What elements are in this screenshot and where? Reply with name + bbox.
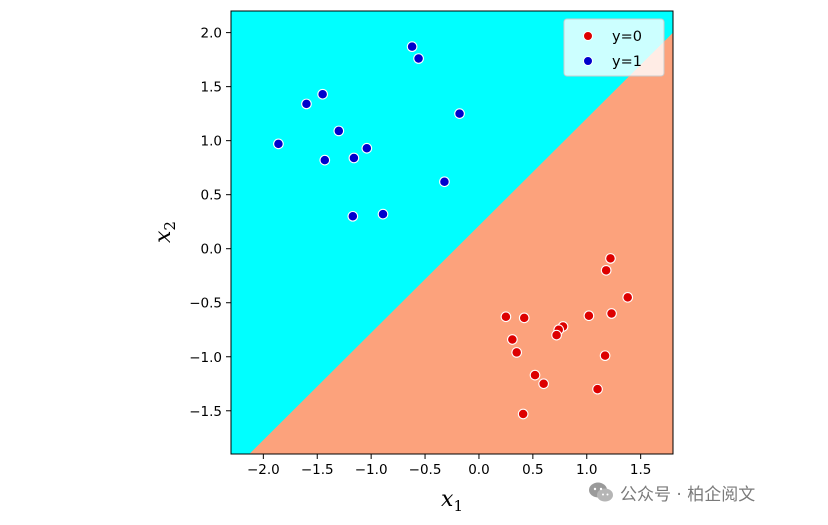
point-y0 bbox=[507, 334, 518, 345]
point-y0 bbox=[606, 308, 617, 319]
point-y1 bbox=[413, 53, 424, 64]
y-axis-label: x2 bbox=[151, 221, 179, 243]
class-0-region bbox=[249, 32, 673, 454]
x-tick-label: 1.0 bbox=[576, 462, 597, 478]
x-tick-label: −1.0 bbox=[355, 462, 388, 478]
wechat-icon bbox=[589, 482, 613, 502]
x-tick-label: 0.5 bbox=[522, 462, 543, 478]
point-y0 bbox=[538, 378, 549, 390]
y-tick-label: 1.0 bbox=[201, 134, 222, 150]
data-points bbox=[273, 41, 634, 420]
x-axis-label: x1 bbox=[441, 487, 463, 515]
point-y1 bbox=[347, 210, 359, 222]
x-tick-label: −2.0 bbox=[247, 462, 280, 478]
point-y0 bbox=[605, 253, 616, 264]
legend-marker-y1 bbox=[583, 56, 593, 66]
watermark-text: 公众号 · 柏企阅文 bbox=[620, 484, 756, 505]
legend-label-y0: y=0 bbox=[612, 29, 642, 45]
y-tick-label: 2.0 bbox=[201, 26, 222, 42]
y-tick-label: −1.5 bbox=[189, 404, 222, 420]
point-y1 bbox=[439, 176, 450, 188]
point-y0 bbox=[500, 311, 512, 323]
y-tick-label: 0.0 bbox=[201, 242, 222, 258]
point-y0 bbox=[600, 264, 612, 276]
point-y1 bbox=[406, 41, 418, 53]
point-y0 bbox=[599, 350, 611, 362]
point-y1 bbox=[317, 88, 328, 100]
y-tick-label: −0.5 bbox=[189, 296, 222, 312]
point-y1 bbox=[361, 142, 373, 154]
y-tick-label: 0.5 bbox=[201, 188, 222, 204]
x-tick-label: 0.0 bbox=[468, 462, 489, 478]
point-y1 bbox=[301, 98, 312, 110]
y-tick-label: −1.0 bbox=[189, 350, 222, 366]
watermark: 公众号 · 柏企阅文 bbox=[588, 478, 755, 506]
point-y1 bbox=[348, 152, 360, 164]
point-y1 bbox=[377, 208, 389, 220]
legend: y=0 y=1 bbox=[563, 18, 665, 77]
point-y0 bbox=[592, 383, 603, 395]
point-y0 bbox=[517, 408, 529, 420]
point-y1 bbox=[454, 108, 465, 119]
x-axis: −2.0 −1.5 −1.0 −0.5 0.0 0.5 1.0 1.5 bbox=[247, 454, 651, 478]
plot-area bbox=[231, 11, 673, 454]
plot-frame bbox=[230, 10, 674, 455]
x-tick-label: 1.5 bbox=[630, 462, 651, 478]
point-y1 bbox=[273, 138, 284, 150]
x-tick-label: −0.5 bbox=[409, 462, 442, 478]
y-tick-label: 1.5 bbox=[201, 80, 222, 96]
legend-label-y1: y=1 bbox=[612, 54, 642, 70]
point-y0 bbox=[518, 312, 530, 324]
point-y0 bbox=[551, 329, 562, 341]
y-axis: 2.0 1.5 1.0 0.5 0.0 −0.5 −1.0 −1.5 bbox=[189, 26, 231, 420]
point-y1 bbox=[319, 154, 331, 166]
point-y0 bbox=[511, 347, 523, 358]
point-y1 bbox=[333, 125, 345, 137]
point-y0 bbox=[583, 310, 595, 322]
point-y0 bbox=[622, 291, 634, 303]
point-y0 bbox=[529, 369, 541, 381]
legend-marker-y0 bbox=[583, 31, 593, 41]
x-tick-label: −1.5 bbox=[301, 462, 334, 478]
